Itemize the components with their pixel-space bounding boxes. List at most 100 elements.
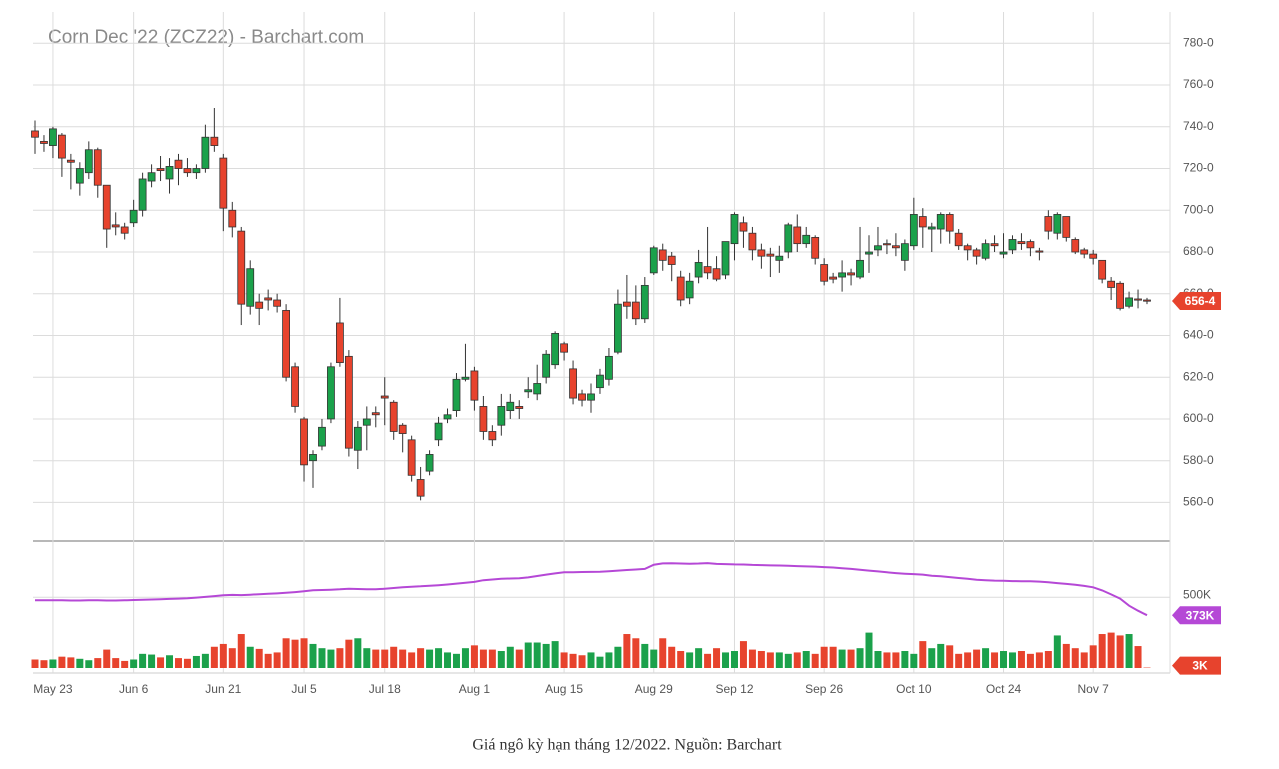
candle-body <box>102 184 111 230</box>
candle-body <box>999 251 1008 255</box>
y-tick-label: 720-0 <box>1183 161 1214 175</box>
candle-body <box>443 414 452 420</box>
candle-body <box>461 376 470 380</box>
volume-bar <box>973 649 981 668</box>
y-tick-label: 760-0 <box>1183 77 1214 91</box>
candle-body <box>1026 241 1035 249</box>
candle-body <box>165 166 174 180</box>
candle-body <box>712 268 721 280</box>
candle-body <box>802 234 811 245</box>
candle-body <box>721 241 730 276</box>
volume-bar <box>1000 651 1008 668</box>
volume-bar <box>85 660 93 668</box>
candle-body <box>237 230 246 305</box>
open-interest-tag <box>1172 606 1221 625</box>
candle-body <box>49 128 57 146</box>
x-tick-label: Oct 10 <box>896 682 932 696</box>
candle-body <box>542 353 551 378</box>
candle-body <box>327 366 335 420</box>
volume-bar <box>946 645 954 668</box>
candle-body <box>658 249 667 261</box>
volume-bar <box>210 646 218 668</box>
candle-body <box>353 426 362 451</box>
candle-body <box>667 255 676 265</box>
candle-body <box>605 355 613 380</box>
volume-bar <box>686 652 694 668</box>
candle-body <box>425 454 434 472</box>
volume-bar <box>1071 648 1079 668</box>
volume-bar <box>1116 635 1124 668</box>
volume-bar <box>802 651 810 668</box>
volume-bar <box>40 660 48 668</box>
volume-bar <box>479 649 487 668</box>
caption: Giá ngô kỳ hạn tháng 12/2022. Nguồn: Bar… <box>472 737 782 754</box>
volume-bar <box>1062 643 1070 668</box>
candle-body <box>40 140 48 144</box>
candle-body <box>631 301 640 320</box>
y-tick-label: 640-0 <box>1183 328 1214 342</box>
volume-bar <box>748 649 756 668</box>
candle-body <box>371 412 380 416</box>
candle-body <box>793 226 802 245</box>
volume-bar <box>282 638 290 668</box>
candle-body <box>452 378 461 412</box>
candle-body <box>228 209 237 228</box>
candle-body <box>380 395 389 399</box>
y-tick-label: 580-0 <box>1183 453 1214 467</box>
volume-bar <box>811 653 819 668</box>
volume-bar <box>381 649 389 668</box>
volume-bar <box>444 652 452 668</box>
candle-body <box>775 255 784 261</box>
volume-bar <box>722 652 730 668</box>
candle-body <box>246 268 255 307</box>
candle-body <box>820 264 829 282</box>
candle-body <box>282 310 290 378</box>
candle-body <box>685 280 694 299</box>
candle-body <box>156 168 165 172</box>
open-interest-label: 373K <box>1186 608 1215 622</box>
volume-bar <box>713 648 721 668</box>
volume-bar <box>533 642 541 668</box>
y-tick-label: 560-0 <box>1183 495 1214 509</box>
volume-bar <box>560 652 568 668</box>
x-tick-label: Jul 18 <box>369 682 401 696</box>
candle-body <box>362 418 371 426</box>
candle-body <box>640 284 649 320</box>
volume-bar <box>847 649 855 668</box>
volume-bar <box>470 645 478 668</box>
candle-body <box>649 247 658 274</box>
volume-bar <box>659 638 667 668</box>
candle-body <box>1053 214 1062 234</box>
volume-bar <box>390 646 398 668</box>
volume-bar <box>1080 652 1088 668</box>
candle-body <box>344 355 353 449</box>
volume-bar <box>452 653 460 668</box>
candle-body <box>578 393 586 401</box>
volume-bar <box>148 654 156 668</box>
volume-bar <box>730 651 738 668</box>
candle-body <box>1017 241 1026 245</box>
candle-body <box>551 332 560 366</box>
candle-body <box>596 374 604 389</box>
candle-body <box>111 224 120 228</box>
candle-body <box>416 479 425 497</box>
volume-bar <box>515 649 523 668</box>
volume-bar <box>596 656 604 668</box>
volume-bar <box>874 651 882 668</box>
volume-bar <box>506 646 514 668</box>
volume-bar <box>67 657 75 668</box>
candle-body <box>147 172 156 182</box>
volume-tick-label: 500K <box>1183 587 1211 601</box>
candle-body <box>927 226 936 230</box>
candle-body <box>533 383 542 395</box>
volume-bar <box>991 652 999 668</box>
candle-body <box>757 249 766 257</box>
candle-body <box>1116 282 1124 309</box>
candle-body <box>784 224 793 253</box>
x-tick-label: Jul 5 <box>291 682 317 696</box>
candle-body <box>945 214 954 232</box>
candle-body <box>497 406 506 426</box>
volume-bar <box>587 652 595 668</box>
candle-body <box>1107 280 1116 288</box>
candle-body <box>622 301 631 307</box>
